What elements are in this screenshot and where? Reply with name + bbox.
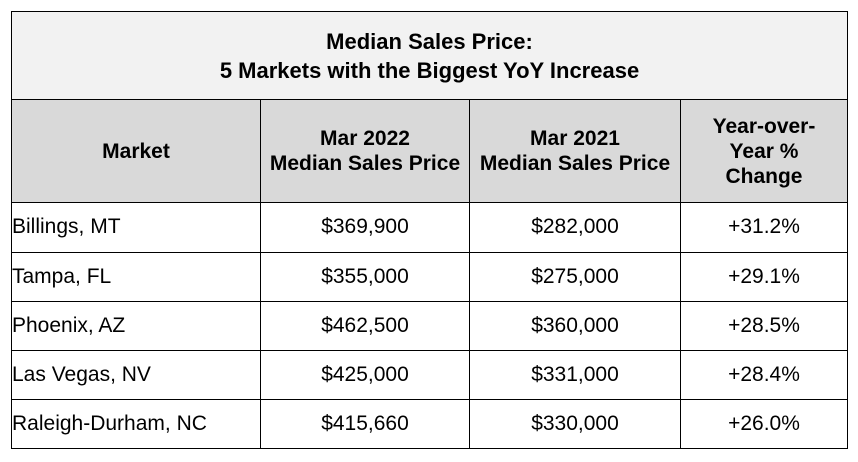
market-cell: Phoenix, AZ — [11, 300, 261, 351]
table-title: Median Sales Price: 5 Markets with the B… — [11, 10, 848, 101]
column-header-line: Year-over- — [712, 114, 816, 138]
yoy-change-cell: +28.4% — [680, 349, 848, 400]
yoy-change-cell: +28.5% — [680, 300, 848, 351]
market-cell: Las Vegas, NV — [11, 349, 261, 400]
price-cell: $275,000 — [469, 251, 681, 302]
column-header-line: Median Sales Price — [269, 152, 461, 176]
yoy-change-cell: +26.0% — [680, 398, 848, 450]
column-header-line: Market — [102, 139, 170, 163]
median-sales-price-table: Median Sales Price: 5 Markets with the B… — [11, 10, 848, 450]
column-header-line: Mar 2021 — [530, 127, 620, 151]
title-row: Median Sales Price: 5 Markets with the B… — [11, 10, 848, 101]
yoy-change-cell: +31.2% — [680, 202, 848, 253]
title-line-1: Median Sales Price: — [326, 28, 533, 54]
column-header-3: Mar 2021 Median Sales Price — [469, 99, 681, 204]
table-row: Las Vegas, NV $425,000 $331,000 +28.4% — [11, 349, 848, 400]
price-cell: $330,000 — [469, 398, 681, 450]
column-header-2: Mar 2022 Median Sales Price — [260, 99, 470, 204]
price-cell: $282,000 — [469, 202, 681, 253]
table-row: Phoenix, AZ $462,500 $360,000 +28.5% — [11, 300, 848, 351]
market-cell: Billings, MT — [11, 202, 261, 253]
price-cell: $415,660 — [260, 398, 470, 450]
title-line-2: 5 Markets with the Biggest YoY Increase — [219, 57, 640, 83]
price-cell: $331,000 — [469, 349, 681, 400]
market-cell: Tampa, FL — [11, 251, 261, 302]
column-header-4: Year-over- Year % Change — [680, 99, 848, 204]
column-header-line: Median Sales Price — [479, 152, 671, 176]
table-row: Billings, MT $369,900 $282,000 +31.2% — [11, 202, 848, 253]
column-header-1: Market — [11, 99, 261, 204]
table-body: Billings, MT $369,900 $282,000 +31.2% Tampa,… — [11, 202, 848, 450]
table-row: Tampa, FL $355,000 $275,000 +29.1% — [11, 251, 848, 302]
price-cell: $462,500 — [260, 300, 470, 351]
yoy-change-cell: +29.1% — [680, 251, 848, 302]
column-header-line: Year % — [729, 139, 799, 163]
price-cell: $425,000 — [260, 349, 470, 400]
column-header-line: Change — [725, 164, 803, 188]
table-row: Raleigh-Durham, NC $415,660 $330,000 +26.0% — [11, 398, 848, 450]
column-header-line: Mar 2022 — [320, 127, 410, 151]
price-cell: $355,000 — [260, 251, 470, 302]
price-cell: $360,000 — [469, 300, 681, 351]
price-cell: $369,900 — [260, 202, 470, 253]
market-cell: Raleigh-Durham, NC — [11, 398, 261, 450]
header-row: Market Mar 2022 Median Sales Price Mar 2021… — [11, 99, 848, 204]
